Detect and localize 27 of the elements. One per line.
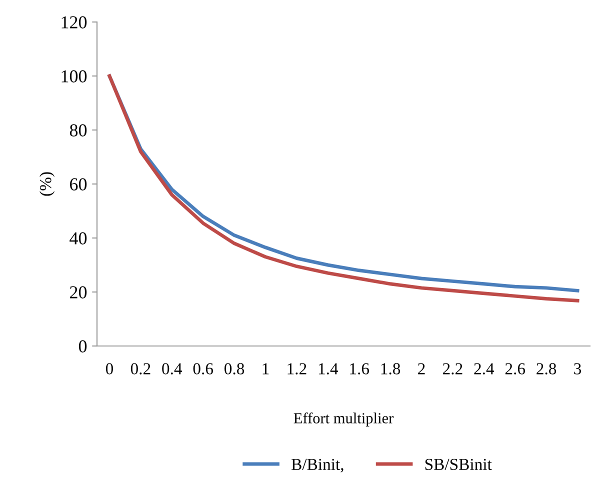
x-tick-label: 1.6 bbox=[350, 363, 370, 374]
legend-label: SB/SBinit bbox=[425, 458, 492, 470]
x-tick-label: 0.2 bbox=[130, 363, 150, 374]
y-axis-title: (%) bbox=[40, 172, 55, 196]
y-tick-label: 40 bbox=[70, 232, 87, 244]
x-tick-label: 0.4 bbox=[162, 363, 182, 374]
legend-label: B/Binit, bbox=[292, 458, 344, 472]
x-tick-label: 0.8 bbox=[224, 363, 244, 374]
y-tick-label: 20 bbox=[70, 286, 87, 298]
x-axis-title: Effort multiplier bbox=[294, 412, 394, 427]
y-tick-label: 120 bbox=[62, 16, 87, 28]
x-tick-label: 2.8 bbox=[536, 363, 556, 374]
x-tick-label: 1 bbox=[262, 363, 269, 374]
x-tick-label: 2.2 bbox=[443, 363, 462, 374]
y-tick-label: 0 bbox=[78, 340, 87, 352]
x-tick-label: 2 bbox=[418, 363, 425, 374]
y-tick-label: 80 bbox=[70, 124, 87, 136]
y-tick-label: 60 bbox=[70, 178, 87, 190]
x-tick-label: 0.6 bbox=[193, 363, 214, 374]
x-tick-label: 3 bbox=[574, 363, 582, 374]
x-tick-label: 2.4 bbox=[474, 363, 494, 374]
x-tick-label: 1.4 bbox=[318, 363, 338, 374]
y-tick-label: 100 bbox=[62, 70, 87, 82]
x-tick-label: 0 bbox=[106, 363, 114, 374]
x-tick-label: 1.8 bbox=[381, 363, 400, 374]
x-tick-label: 2.6 bbox=[505, 363, 526, 374]
x-tick-label: 1.2 bbox=[288, 363, 306, 374]
